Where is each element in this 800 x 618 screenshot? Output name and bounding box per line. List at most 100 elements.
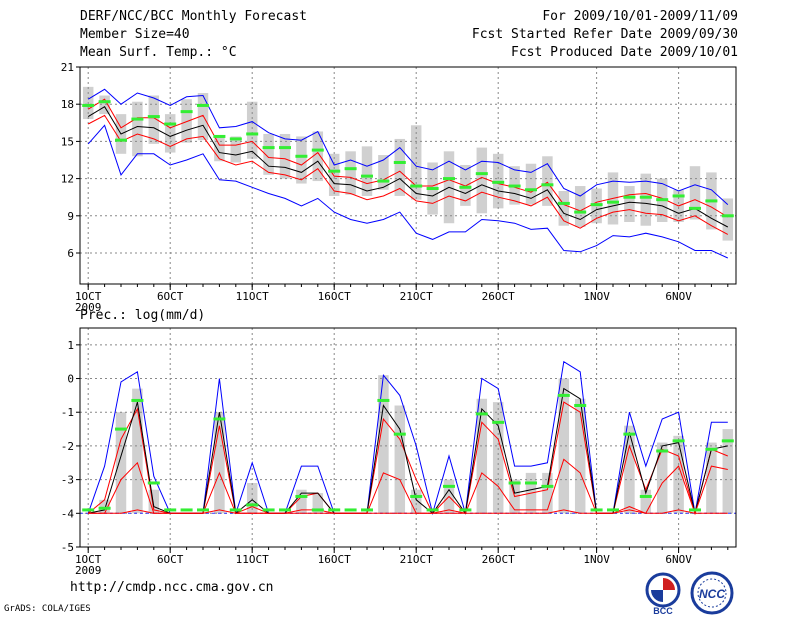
range-bar (345, 151, 356, 195)
climatology-marker (574, 210, 587, 214)
range-bar (312, 131, 324, 182)
climatology-marker (607, 200, 619, 204)
range-bar (476, 398, 488, 514)
range-bar (296, 489, 307, 514)
range-bar (312, 493, 324, 514)
temperature-panel: 6 9 12 15 18 21 1OCT 6OCT 11OCT 16OCT 21OCT 26OCT 1N… (61, 61, 737, 314)
range-bar (214, 135, 225, 162)
x-tick-label: 1OCT (75, 290, 102, 303)
climatology-marker (82, 508, 95, 512)
y-tick-label: 1 (67, 339, 74, 352)
range-bar (410, 489, 422, 514)
range-bar (624, 425, 635, 514)
range-bar (99, 95, 110, 115)
y-tick-label: 6 (67, 247, 74, 260)
climatology-marker (410, 184, 423, 188)
climatology-marker (115, 138, 127, 142)
climatology-marker (492, 180, 505, 184)
climatology-marker (557, 393, 570, 397)
header-right: For 2009/10/01-2009/11/09 Fcst Started R… (472, 8, 738, 62)
x-tick-label: 11OCT (236, 290, 269, 303)
climatology-marker (361, 174, 373, 178)
range-bar (624, 186, 635, 222)
y-tick-label: 15 (61, 135, 74, 148)
bcc-logo-text: BCC (653, 606, 673, 616)
climatology-marker (131, 117, 144, 121)
climatology-marker (590, 203, 603, 207)
range-bar (361, 146, 373, 196)
climatology-marker (295, 154, 308, 158)
climatology-marker (492, 420, 505, 424)
range-bar (722, 198, 734, 241)
range-bar (558, 191, 570, 226)
variable-label: Mean Surf. Temp.: °C (80, 45, 237, 60)
x-tick-label: 16OCT (318, 553, 351, 566)
climatology-marker (639, 494, 652, 498)
climatology-marker (525, 188, 537, 192)
climatology-marker (328, 508, 341, 512)
climatology-marker (213, 417, 226, 421)
climatology-marker (98, 100, 111, 104)
climatology-marker (656, 449, 669, 453)
range-bar (148, 95, 160, 144)
range-bar (378, 155, 389, 190)
range-bar (263, 133, 274, 175)
range-bar (460, 164, 471, 206)
climatology-marker (393, 160, 406, 164)
climatology-marker (590, 508, 603, 512)
climatology-marker (475, 412, 488, 416)
climatology-marker (475, 172, 488, 176)
x-tick-label: 6NOV (665, 553, 692, 566)
produced-date: Fcst Produced Date 2009/10/01 (511, 45, 738, 60)
climatology-marker (426, 187, 439, 191)
range-bar (574, 398, 586, 514)
climatology-marker (443, 484, 455, 488)
range-bar (115, 412, 127, 514)
source-url[interactable]: http://cmdp.ncc.cma.gov.cn (70, 580, 274, 595)
climatology-marker (508, 184, 521, 188)
climatology-marker (639, 195, 652, 199)
header-left: DERF/NCC/BCC Monthly Forecast Member Siz… (80, 8, 307, 62)
climatology-marker (623, 432, 636, 436)
climatology-marker (459, 508, 472, 512)
climatology-marker (82, 103, 95, 107)
range-bar (197, 93, 209, 141)
climatology-marker (147, 115, 160, 119)
member-size: Member Size=40 (80, 27, 190, 42)
y-tick-label: -4 (61, 507, 75, 520)
climatology-marker (262, 508, 275, 512)
climatology-marker (131, 398, 144, 402)
range-bar (132, 101, 143, 157)
range-bar (148, 489, 160, 514)
climatology-marker (705, 199, 718, 203)
climatology-marker (557, 201, 570, 205)
climatology-marker (656, 198, 669, 202)
climatology-marker (246, 503, 259, 507)
x-tick-label: 16OCT (318, 290, 351, 303)
y-tick-label: -5 (61, 541, 74, 554)
range-bar (279, 133, 291, 179)
climatology-marker (672, 194, 685, 198)
y-tick-label: -3 (61, 474, 74, 487)
plot-frame (79, 66, 737, 285)
range-bar (296, 136, 307, 184)
climatology-marker (279, 146, 291, 150)
y-tick-label: -2 (61, 440, 74, 453)
climatology-marker (508, 481, 521, 485)
range-bar (640, 489, 652, 514)
climatology-marker (262, 146, 275, 150)
y-tick-label: -1 (61, 406, 74, 419)
x-tick-label: 6OCT (157, 553, 184, 566)
climatology-marker (721, 439, 734, 443)
grads-credit: GrADS: COLA/IGES (4, 604, 91, 614)
range-bar (542, 472, 553, 514)
climatology-marker (164, 508, 177, 512)
range-bar (558, 378, 570, 514)
ncc-logo-text: NCC (699, 587, 725, 601)
climatology-marker (377, 398, 390, 402)
climatology-marker (607, 508, 619, 512)
chart-title: DERF/NCC/BCC Monthly Forecast (80, 9, 307, 24)
climatology-marker (574, 403, 587, 407)
x-tick-label: 11OCT (236, 553, 269, 566)
